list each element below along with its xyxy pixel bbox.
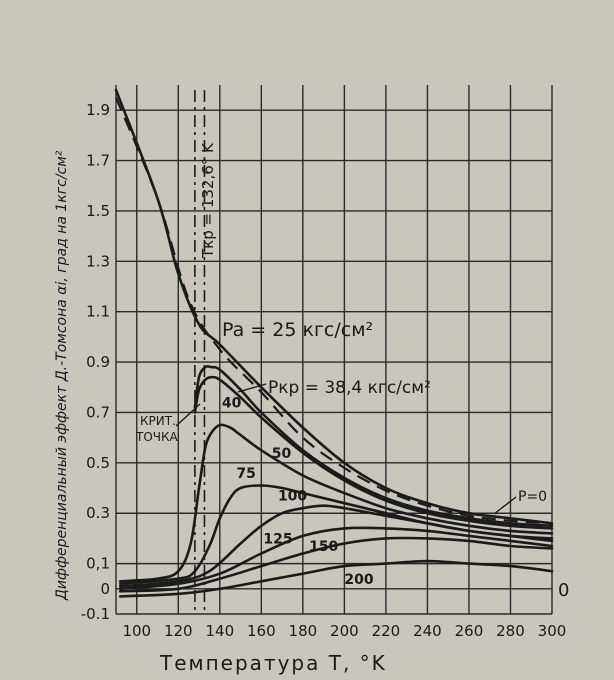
y-axis-title: Дифференциальный эффект Д.-Томсона αi, г… [54,150,70,601]
curve-label-150: 150 [309,539,338,555]
y-tick-label-6: 0.9 [86,353,110,371]
curve-labels: 40 50 75 100 125 150 200 [222,395,374,587]
curve-label-40: 40 [222,395,242,411]
x-tick-label-300: 300 [538,622,567,640]
series-line-50 [118,423,554,583]
y-tick-label-9: 1.5 [86,202,110,220]
series-line-100 [118,504,554,588]
critical-point-pointer [175,403,201,427]
x-tick-label-220: 220 [372,622,401,640]
x-tick-label-240: 240 [413,622,442,640]
series-line-40 [193,375,554,530]
curve-label-50: 50 [272,446,292,462]
series-line-P-0 [114,97,553,525]
zero-right-label: 0 [558,580,569,601]
pressure-25-label: Pa = 25 кгс/см² [222,319,373,341]
y-tick-label-4: 0.5 [86,454,110,472]
y-tick-label-10: 1.7 [86,152,110,170]
curve-label-100: 100 [278,489,307,505]
series-line-200 [118,559,554,598]
tick-labels: 100 120 140 160 180 200 220 240 260 280 300 -0.1 0 0,… [81,101,567,640]
y-tick-label-1: 0 [100,580,110,598]
curve-label-125: 125 [263,531,292,547]
series-line-125 [118,526,554,591]
critical-point-label-line1: КРИТ. [140,414,176,428]
x-tick-label-280: 280 [496,622,525,640]
y-tick-label-3: 0.3 [86,504,110,522]
x-tick-label-160: 160 [247,622,276,640]
curve-label-75: 75 [236,466,255,482]
y-tick-label-7: 1.1 [86,303,110,321]
series-line-150 [118,536,554,593]
critical-temperature-label: Tкр = 132,6° K [199,142,217,259]
series-line-25 [114,88,554,525]
series-line-38-4 [193,364,554,528]
x-tick-label-200: 200 [330,622,359,640]
critical-point-label-line2: ТОЧКА [135,430,179,444]
x-tick-label-260: 260 [455,622,484,640]
pressure-critical-label: Pкр = 38,4 кгс/см² [268,378,431,398]
series-lines [114,88,554,598]
pressure-critical-pointer [237,383,267,393]
x-axis-title: Температура T, °K [159,651,387,675]
x-tick-label-100: 100 [122,622,151,640]
curve-label-200: 200 [344,572,373,588]
y-tick-label-11: 1.9 [86,101,110,119]
y-tick-label-2: 0,1 [86,555,110,573]
x-tick-label-120: 120 [164,622,193,640]
y-tick-label-0: -0.1 [81,605,110,623]
p-zero-label: P=0 [518,489,547,505]
x-tick-label-140: 140 [205,622,234,640]
x-tick-label-180: 180 [289,622,318,640]
p-zero-pointer [493,496,517,515]
y-tick-label-8: 1.3 [86,252,110,270]
y-tick-label-5: 0.7 [86,403,110,421]
